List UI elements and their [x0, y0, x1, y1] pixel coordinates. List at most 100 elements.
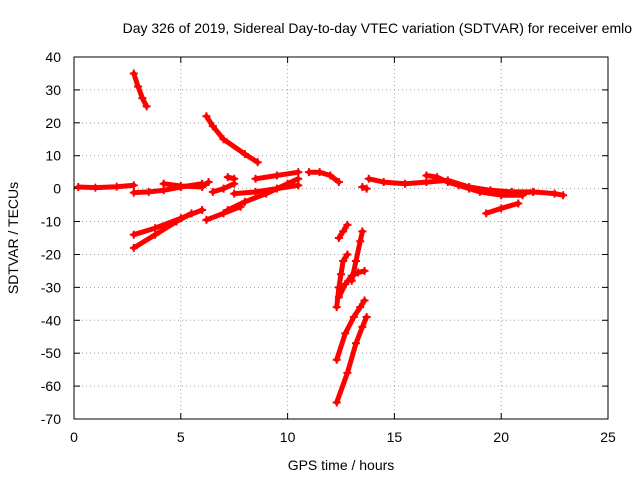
data-point: [341, 280, 350, 289]
data-point: [465, 184, 474, 193]
data-point: [379, 178, 388, 187]
x-tick-label: 0: [70, 429, 78, 445]
chart-title: Day 326 of 2019, Sidereal Day-to-day VTE…: [123, 20, 633, 36]
series-arc-06: [159, 178, 213, 191]
x-tick-label: 25: [600, 429, 616, 445]
data-point: [304, 168, 313, 177]
y-axis-ticks: 40 30 20 10 0 -10 -20 -30 -40 -50 -60 -70: [41, 49, 608, 427]
data-point: [362, 184, 371, 193]
data-point: [351, 339, 360, 348]
series-arc-07: [202, 112, 262, 167]
series-arc-24: [482, 199, 523, 218]
series-arc-13: [223, 173, 239, 183]
series-arc-23: [422, 171, 527, 200]
data-point: [550, 189, 559, 198]
data-point: [334, 293, 343, 302]
y-tick-label: -30: [41, 279, 61, 295]
series-trace: [131, 210, 194, 251]
series-trace: [75, 182, 137, 191]
data-point: [475, 187, 484, 196]
data-point: [187, 209, 196, 218]
data-point: [129, 243, 138, 252]
data-point: [294, 168, 303, 177]
y-tick-label: -10: [41, 214, 61, 230]
data-point: [74, 182, 83, 191]
data-point: [208, 187, 217, 196]
data-point: [559, 191, 568, 200]
data-point: [223, 173, 232, 182]
series-arc-19: [332, 312, 371, 407]
series-arc-03: [129, 69, 151, 111]
data-point: [240, 197, 249, 206]
data-point: [339, 257, 348, 266]
data-point: [497, 191, 506, 200]
data-point: [151, 230, 160, 239]
data-point: [198, 182, 207, 191]
series-trace: [306, 169, 342, 185]
data-point: [349, 312, 358, 321]
x-tick-label: 5: [177, 429, 185, 445]
y-tick-label: 10: [45, 148, 61, 164]
data-point: [230, 174, 239, 183]
data-point: [202, 215, 211, 224]
series-arc-09: [208, 179, 239, 196]
data-point: [347, 276, 356, 285]
data-point: [251, 174, 260, 183]
plot-frame: [73, 56, 609, 420]
data-marks: [74, 69, 568, 407]
data-point: [341, 329, 350, 338]
data-point: [91, 183, 100, 192]
data-point: [337, 270, 345, 279]
series-trace: [131, 71, 150, 109]
y-tick-label: 30: [45, 82, 61, 98]
data-point: [482, 209, 491, 218]
data-point: [129, 69, 138, 78]
data-point: [315, 168, 324, 177]
data-point: [223, 206, 232, 215]
data-point: [529, 187, 538, 196]
data-point: [208, 122, 217, 131]
data-point: [343, 220, 352, 229]
data-point: [351, 257, 360, 266]
data-point: [240, 150, 249, 159]
x-axis-label: GPS time / hours: [288, 457, 395, 473]
series-arc-04: [129, 206, 207, 239]
data-point: [262, 189, 271, 198]
data-point: [332, 355, 341, 364]
data-point: [343, 250, 352, 259]
data-point: [364, 174, 373, 183]
data-point: [497, 204, 506, 213]
data-point: [198, 206, 207, 215]
series-arc-12: [251, 168, 303, 183]
data-point: [358, 182, 367, 191]
series-arc-14: [304, 168, 343, 187]
y-tick-label: -60: [41, 378, 61, 394]
y-tick-label: 20: [45, 115, 61, 131]
data-point: [514, 199, 523, 208]
data-point: [129, 181, 138, 190]
series-arc-01: [74, 181, 138, 192]
data-point: [253, 158, 262, 167]
data-point: [112, 182, 121, 191]
data-point: [339, 227, 348, 236]
x-tick-label: 20: [493, 429, 509, 445]
series-arc-20: [347, 227, 367, 285]
data-point: [272, 171, 281, 180]
data-point: [219, 209, 228, 218]
data-point: [144, 187, 153, 196]
data-point: [433, 173, 442, 182]
series-arc-18: [332, 296, 369, 364]
data-point: [443, 178, 452, 187]
data-point: [422, 171, 431, 180]
data-point: [283, 179, 292, 188]
data-point: [362, 312, 371, 321]
data-point: [332, 303, 341, 312]
data-point: [129, 230, 138, 239]
data-point: [251, 187, 260, 196]
series-arc-21: [358, 182, 371, 193]
series-trace: [161, 179, 212, 190]
y-tick-label: -20: [41, 246, 61, 262]
x-axis-ticks: 0 5 10 15 20 25: [70, 57, 616, 445]
x-tick-label: 15: [387, 429, 403, 445]
